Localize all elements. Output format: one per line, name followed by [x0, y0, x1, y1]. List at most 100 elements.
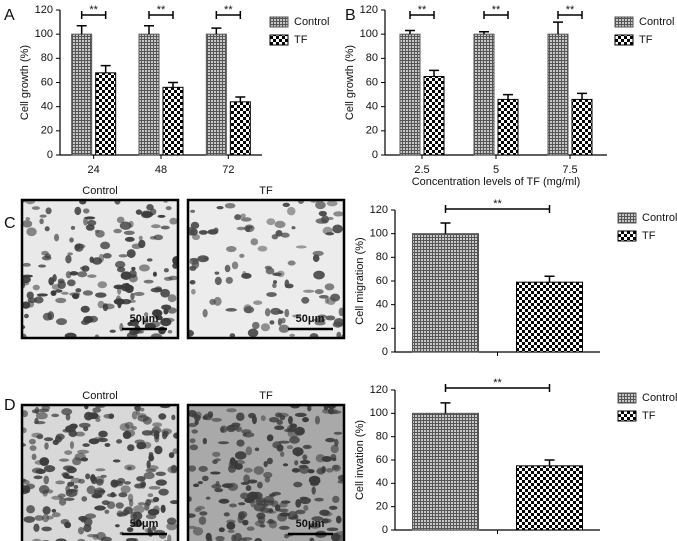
cell	[163, 276, 173, 281]
cell	[65, 254, 72, 264]
cell	[64, 475, 74, 479]
bar	[412, 412, 479, 531]
cell	[22, 220, 33, 228]
cell	[143, 312, 149, 317]
cell	[246, 526, 255, 531]
cell	[332, 224, 343, 234]
cell	[132, 538, 139, 541]
error-bar	[553, 21, 563, 35]
cell	[45, 207, 52, 215]
cell	[269, 493, 276, 497]
cell	[264, 308, 271, 317]
cell	[115, 480, 124, 487]
cell	[124, 506, 133, 515]
cell	[224, 202, 236, 209]
cell	[314, 415, 321, 425]
cell	[91, 257, 103, 265]
cell	[197, 481, 203, 485]
cell	[82, 290, 94, 296]
cell	[205, 532, 212, 541]
cell	[167, 294, 177, 303]
cell	[324, 283, 335, 291]
cell	[162, 317, 175, 323]
cell	[247, 328, 259, 338]
cell	[91, 493, 103, 499]
cell	[144, 528, 151, 533]
cell	[190, 209, 196, 213]
cell	[198, 516, 207, 525]
cell	[23, 516, 36, 523]
cell	[314, 289, 324, 295]
cell	[236, 412, 245, 421]
cell	[312, 254, 320, 263]
cell	[150, 320, 161, 328]
cell	[36, 293, 48, 297]
cell	[64, 497, 75, 501]
panel-label: A	[4, 7, 15, 24]
cell	[148, 486, 161, 490]
y-axis-label: Cell growth (%)	[19, 45, 31, 120]
cell	[172, 262, 178, 269]
cell	[77, 538, 86, 541]
cell	[190, 221, 200, 229]
cell	[160, 504, 166, 513]
cell	[119, 221, 132, 230]
cell	[146, 258, 153, 262]
cell	[100, 474, 107, 478]
cell	[254, 520, 265, 527]
cell	[62, 465, 75, 471]
cell	[188, 423, 198, 428]
cell	[199, 511, 208, 516]
cell	[247, 479, 258, 484]
cell	[82, 443, 90, 447]
cell	[197, 255, 209, 263]
cell	[83, 208, 90, 214]
image-label: TF	[259, 185, 273, 197]
cell	[214, 488, 224, 493]
cell	[139, 329, 145, 334]
cell	[202, 415, 208, 420]
cell	[194, 507, 202, 512]
cell	[90, 474, 96, 483]
cell	[331, 464, 340, 470]
cell	[237, 514, 244, 524]
cell	[289, 333, 296, 337]
cell	[314, 497, 324, 502]
cell	[39, 214, 47, 218]
cell	[241, 272, 252, 279]
cell	[44, 442, 49, 450]
cell	[75, 431, 86, 437]
cell	[158, 326, 166, 335]
cell	[155, 471, 166, 476]
cell	[26, 227, 37, 237]
cell	[243, 306, 255, 314]
cell	[198, 230, 208, 235]
cell	[229, 457, 236, 466]
cell	[301, 296, 310, 304]
cell	[78, 422, 91, 429]
cell	[130, 292, 135, 300]
legend-label: TF	[642, 410, 656, 422]
cell	[36, 434, 44, 440]
cell	[134, 405, 141, 412]
cell	[240, 492, 250, 500]
cell	[64, 521, 72, 529]
cell	[225, 308, 237, 312]
legend-swatch	[269, 34, 289, 46]
y-tick-label: 0	[382, 524, 388, 536]
cell	[205, 496, 211, 500]
cell	[313, 270, 325, 280]
cell	[330, 454, 337, 460]
cell	[55, 289, 63, 293]
cell	[244, 224, 255, 233]
cell	[189, 257, 199, 261]
cell	[191, 288, 196, 295]
cell	[241, 429, 252, 434]
cell	[337, 474, 344, 482]
cell	[251, 415, 257, 425]
cell	[218, 527, 225, 533]
cell	[65, 413, 71, 421]
x-tick-label: 5	[493, 164, 499, 176]
error-bar	[100, 64, 111, 73]
cell	[238, 502, 246, 506]
